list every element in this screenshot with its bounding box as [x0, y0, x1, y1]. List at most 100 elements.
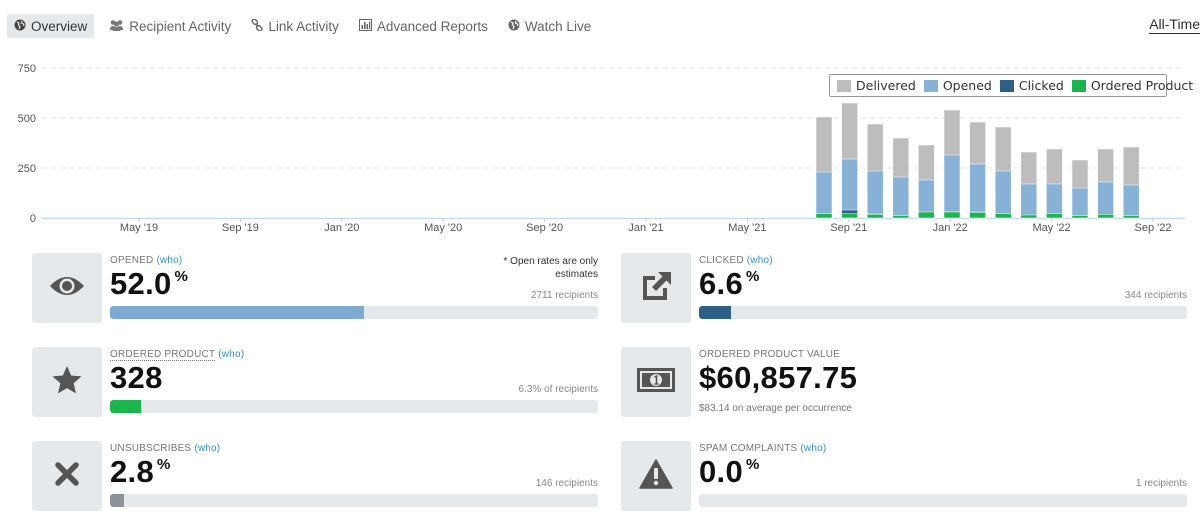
progress-bar	[699, 306, 1187, 319]
icon-box	[621, 347, 691, 417]
bar-ordered-product	[815, 213, 833, 219]
bar-opened	[1122, 184, 1140, 219]
tab-watch-live[interactable]: Watch Live	[501, 14, 598, 38]
x-tick-label: Sep '19	[222, 222, 259, 234]
bar-ordered-product	[841, 213, 858, 219]
close-icon	[55, 461, 79, 491]
stat-card-opened: OPENED (who) 52.0% * Open rates are only …	[32, 253, 598, 323]
progress-fill	[110, 306, 364, 319]
tab-label: Recipient Activity	[129, 18, 232, 34]
who-link[interactable]: (who)	[218, 349, 245, 360]
x-tick-label: Jan '21	[628, 222, 663, 234]
stat-label: SPAM COMPLAINTS (who)	[699, 443, 827, 454]
who-link[interactable]: (who)	[800, 443, 827, 454]
progress-fill	[699, 306, 732, 319]
y-tick-label: 750	[18, 63, 36, 75]
legend-label: Opened	[942, 78, 992, 93]
bar-opened	[841, 158, 858, 219]
open-rate-note: * Open rates are only estimates	[503, 256, 599, 280]
bar-ordered-product	[1020, 214, 1038, 219]
x-tick-label: Jan '22	[933, 222, 968, 234]
legend-item-opened[interactable]: Opened	[923, 78, 992, 93]
tab-advanced-reports[interactable]: Advanced Reports	[352, 14, 495, 38]
bar-opened	[1071, 187, 1089, 219]
legend-label: Clicked	[1018, 78, 1064, 93]
warning-icon	[639, 458, 673, 494]
stat-value: 6.6%	[699, 266, 760, 301]
bar-ordered-product	[1046, 213, 1063, 219]
tab-label: Advanced Reports	[376, 18, 488, 34]
bar-ordered-product	[918, 211, 935, 219]
tab-link-activity[interactable]: Link Activity	[244, 14, 346, 38]
stat-label: CLICKED (who)	[699, 255, 773, 266]
date-range-selector[interactable]: All-Time	[1149, 16, 1200, 34]
bar-opened	[1020, 183, 1038, 219]
who-link[interactable]: (who)	[746, 255, 773, 266]
bar-ordered-product	[1097, 214, 1114, 219]
x-tick-label: May '19	[120, 222, 158, 234]
stat-card-spam-complaints: SPAM COMPLAINTS (who) 0.0% 1 recipients	[621, 441, 1187, 511]
legend-swatch	[923, 79, 938, 92]
legend-label: Delivered	[856, 78, 916, 93]
users-icon	[109, 19, 124, 34]
bar-opened	[994, 170, 1012, 219]
who-link[interactable]: (who)	[156, 255, 183, 266]
progress-fill	[110, 400, 141, 413]
icon-box	[621, 253, 691, 323]
stat-value: 328	[110, 360, 163, 395]
stat-card-unsubscribes: UNSUBSCRIBES (who) 2.8% 146 recipients	[32, 441, 598, 511]
tab-overview[interactable]: Overview	[7, 14, 95, 38]
stat-label: ORDERED PRODUCT (who)	[110, 349, 245, 361]
chart-legend: Delivered Opened Clicked Ordered Product	[829, 74, 1193, 97]
icon-box	[32, 253, 102, 323]
stat-recipients: 2711 recipients	[530, 290, 598, 301]
x-tick-label: Jan '20	[324, 222, 359, 234]
icon-box	[621, 441, 691, 511]
money-icon	[637, 367, 675, 397]
stat-value: 2.8%	[110, 454, 171, 489]
stat-recipients: 1 recipients	[1135, 478, 1187, 489]
external-link-icon	[639, 270, 673, 307]
bar-ordered-product	[994, 213, 1012, 219]
progress-bar	[110, 400, 598, 413]
tab-recipient-activity[interactable]: Recipient Activity	[102, 14, 238, 38]
bar-opened	[969, 163, 986, 219]
legend-swatch	[1071, 79, 1086, 92]
globe-icon	[508, 19, 520, 34]
stat-average: $83.14 on average per occurrence	[699, 403, 852, 414]
legend-item-ordered-product[interactable]: Ordered Product	[1071, 78, 1193, 93]
bar-opened	[815, 171, 833, 219]
bar-opened	[1097, 181, 1114, 219]
stat-label: UNSUBSCRIBES (who)	[110, 443, 221, 454]
star-icon	[51, 365, 83, 400]
x-tick-label: May '22	[1033, 222, 1071, 234]
bar-opened	[866, 170, 884, 219]
who-link[interactable]: (who)	[194, 443, 221, 454]
link-icon	[251, 17, 263, 34]
report-tabs: Overview Recipient Activity Link Activit…	[7, 14, 604, 38]
tab-label: Watch Live	[524, 18, 592, 34]
bar-chart-icon	[358, 18, 372, 34]
stat-label: ORDERED PRODUCT VALUE	[699, 349, 841, 360]
y-tick-label: 0	[30, 213, 36, 225]
stat-recipients: 344 recipients	[1124, 290, 1187, 301]
eye-icon	[49, 274, 85, 303]
icon-box	[32, 347, 102, 417]
stat-recipients: 146 recipients	[535, 478, 598, 489]
engagement-chart: 0 250 500 750 May '19 Sep '19 Jan '20 May '20 Se…	[18, 63, 1185, 234]
progress-bar	[699, 494, 1187, 507]
progress-bar	[110, 494, 598, 507]
bar-ordered-product	[1122, 215, 1140, 219]
legend-item-clicked[interactable]: Clicked	[999, 78, 1064, 93]
stat-card-clicked: CLICKED (who) 6.6% 344 recipients	[621, 253, 1187, 323]
progress-fill	[110, 494, 124, 507]
bar-ordered-product	[866, 214, 884, 219]
stat-card-ordered-product: ORDERED PRODUCT (who) 328 6.3% of recipie…	[32, 347, 598, 417]
x-tick-label: May '20	[424, 222, 462, 234]
legend-item-delivered[interactable]: Delivered	[837, 78, 916, 93]
bar-ordered-product	[969, 212, 986, 219]
bar-ordered-product	[1071, 215, 1089, 219]
progress-bar	[110, 306, 598, 319]
bar-ordered-product	[943, 211, 961, 219]
stat-card-ordered-product-value: ORDERED PRODUCT VALUE $60,857.75 $83.14 …	[621, 347, 1187, 417]
